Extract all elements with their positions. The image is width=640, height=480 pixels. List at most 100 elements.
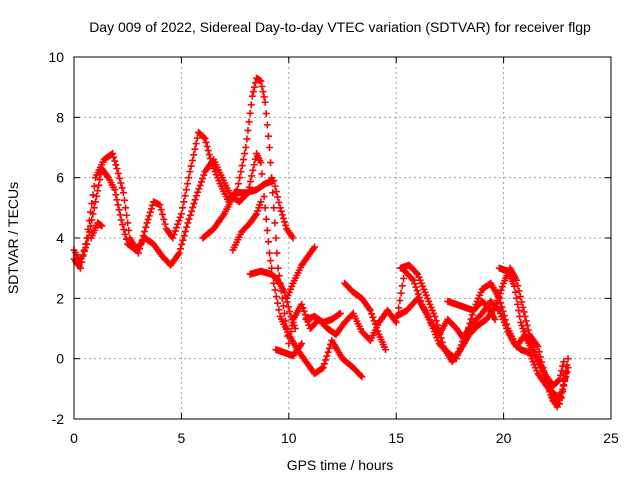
data-point [515, 306, 523, 314]
x-axis-label: GPS time / hours [287, 457, 394, 473]
data-point [272, 234, 280, 242]
data-series [229, 198, 265, 254]
data-point [270, 177, 278, 185]
data-point [200, 171, 208, 179]
data-point [141, 228, 149, 236]
data-point [143, 219, 151, 227]
data-point [241, 150, 249, 158]
data-point [89, 210, 97, 218]
data-point [392, 318, 400, 326]
y-tick-label: 0 [56, 351, 64, 367]
data-point [187, 162, 195, 170]
data-series [272, 340, 306, 360]
data-point [114, 169, 122, 177]
data-point [271, 182, 279, 190]
data-series [246, 267, 299, 332]
data-point [412, 283, 420, 291]
data-point [184, 219, 192, 227]
data-point [112, 191, 120, 199]
data-point [145, 212, 153, 220]
data-point [368, 310, 376, 318]
data-point [113, 165, 121, 173]
data-point [558, 367, 566, 375]
data-point [90, 182, 98, 190]
data-point [432, 317, 440, 325]
data-point [122, 204, 130, 212]
data-point [275, 306, 283, 314]
data-point [94, 187, 102, 195]
data-point [119, 221, 127, 229]
data-point [493, 296, 501, 304]
data-point [156, 201, 164, 209]
data-point [124, 219, 132, 227]
data-point [358, 373, 366, 381]
data-point [113, 196, 121, 204]
data-point [121, 230, 129, 238]
data-point [560, 358, 568, 366]
data-point [274, 193, 282, 201]
data-point [193, 134, 201, 142]
data-point [561, 374, 569, 382]
data-point [460, 334, 468, 342]
data-series [87, 219, 106, 242]
y-tick-label: 4 [56, 230, 64, 246]
data-point [511, 288, 519, 296]
data-point [180, 198, 188, 206]
data-point [257, 159, 265, 167]
data-point [188, 207, 196, 215]
data-point [202, 138, 210, 146]
data-point [144, 215, 152, 223]
data-point [270, 204, 278, 212]
data-point [273, 249, 281, 257]
data-point [325, 344, 333, 352]
data-point [564, 355, 572, 363]
data-point [186, 211, 194, 219]
data-point [89, 191, 97, 199]
grid [74, 57, 611, 419]
data-point [78, 255, 86, 263]
data-point [157, 206, 165, 214]
data-point [176, 245, 184, 253]
x-tick-label: 5 [178, 430, 186, 446]
data-point [412, 269, 420, 277]
data-point [147, 205, 155, 213]
data-point [185, 174, 193, 182]
data-point [395, 304, 403, 312]
data-point [320, 360, 328, 368]
data-point [120, 196, 128, 204]
data-point [411, 280, 419, 288]
data-point [205, 151, 213, 159]
data-point [498, 283, 506, 291]
data-point [182, 186, 190, 194]
data-point [116, 174, 124, 182]
data-series [495, 264, 568, 390]
data-point [116, 211, 124, 219]
data-point [192, 192, 200, 200]
data-point [563, 361, 571, 369]
data-point [82, 244, 90, 252]
data-point [491, 315, 499, 323]
data-point [516, 312, 524, 320]
data-point [196, 181, 204, 189]
data-point [557, 371, 565, 379]
data-point [458, 337, 466, 345]
y-axis-label: SDTVAR / TECUs [5, 182, 21, 294]
data-point [279, 302, 287, 310]
data-point [175, 217, 183, 225]
ticks [73, 56, 612, 420]
data-point [261, 204, 269, 212]
data-point [171, 227, 179, 235]
data-point [160, 215, 168, 223]
data-point [512, 294, 520, 302]
data-point [242, 144, 250, 151]
data-point [115, 206, 123, 214]
data-point [496, 290, 504, 298]
data-point [263, 121, 271, 129]
data-point [258, 170, 266, 178]
data-series [70, 74, 572, 411]
data-point [117, 216, 125, 224]
data-point [370, 317, 378, 325]
data-point [265, 144, 273, 151]
data-point [357, 371, 365, 379]
